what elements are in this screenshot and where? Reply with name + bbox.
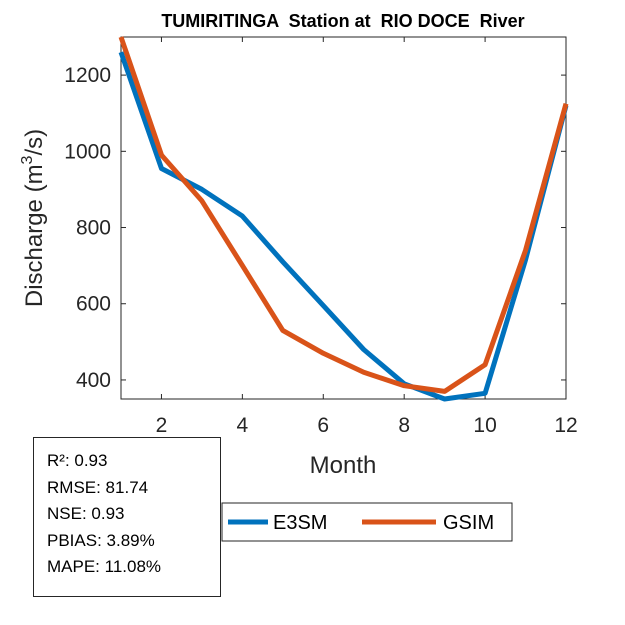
y-axis-label-suffix: /s) — [21, 129, 48, 156]
series-lines — [118, 36, 569, 402]
y-axis-label: Discharge (m3/s) — [19, 129, 48, 307]
chart-title: TUMIRITINGA Station at RIO DOCE River — [161, 11, 524, 31]
legend: E3SM GSIM — [221, 502, 513, 542]
legend-label-e3sm: E3SM — [273, 512, 327, 534]
x-axis-ticks: 2 4 6 8 10 12 — [156, 37, 578, 437]
stat-mape: MAPE: 11.08% — [47, 557, 162, 576]
stat-pbias: PBIAS: 3.89% — [47, 530, 155, 550]
x-tick-label: 12 — [554, 414, 577, 437]
statistics-box: R²: 0.93 RMSE: 81.74 NSE: 0.93 PBIAS: 3.… — [33, 437, 221, 597]
y-tick-label: 800 — [76, 217, 111, 240]
series-line-gsim — [118, 36, 569, 394]
x-tick-label: 4 — [237, 414, 249, 437]
y-tick-label: 400 — [76, 369, 111, 392]
y-axis-ticks: 400 600 800 1000 1200 — [64, 64, 566, 392]
y-axis-label-superscript: 3 — [19, 155, 36, 164]
stat-nse: NSE: 0.93 — [47, 504, 125, 523]
legend-label-gsim: GSIM — [443, 512, 494, 534]
x-tick-label: 2 — [156, 414, 168, 437]
y-tick-label: 1000 — [64, 140, 111, 163]
stat-rmse: RMSE: 81.74 — [47, 477, 149, 497]
y-tick-label: 1200 — [64, 64, 111, 87]
y-axis-label-prefix: Discharge (m — [21, 164, 48, 307]
series-line-e3sm — [118, 51, 569, 402]
y-tick-label: 600 — [76, 293, 111, 316]
x-tick-label: 6 — [317, 414, 329, 437]
x-tick-label: 8 — [398, 414, 410, 437]
x-tick-label: 10 — [473, 414, 496, 437]
stat-r2: R²: 0.93 — [47, 451, 108, 470]
x-axis-label: Month — [310, 452, 377, 479]
